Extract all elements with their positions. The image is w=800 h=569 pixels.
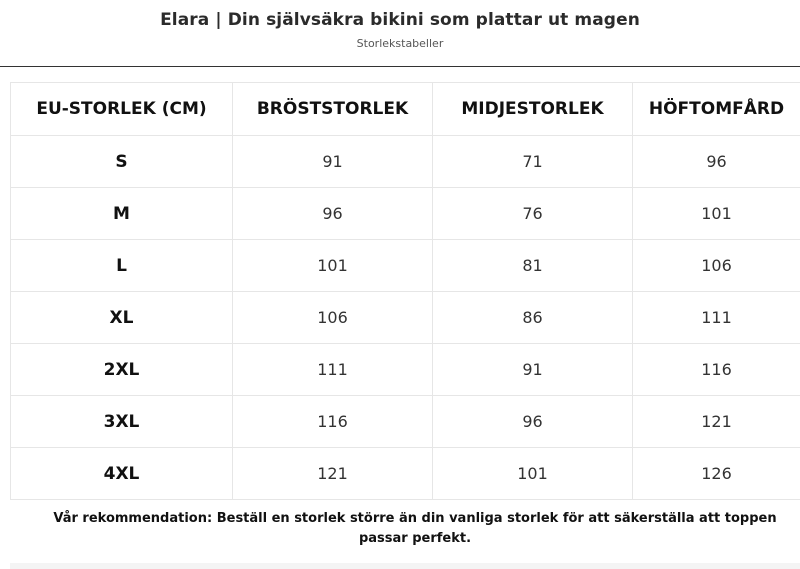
size-recommendation: Vår rekommendation: Beställ en storlek s… — [53, 511, 777, 546]
waist-cell: 96 — [432, 395, 633, 448]
bust-cell: 116 — [232, 395, 433, 448]
hip-cell: 101 — [632, 187, 800, 240]
hip-cell: 106 — [632, 239, 800, 292]
table-row: 4XL 121 101 126 — [10, 447, 800, 500]
waist-cell: 76 — [432, 187, 633, 240]
size-cell: S — [10, 135, 233, 188]
size-charts-subtitle: Storlekstabeller — [356, 37, 444, 50]
waist-cell: 81 — [432, 239, 633, 292]
table-row: XL 106 86 111 — [10, 291, 800, 344]
table-row: L 101 81 106 — [10, 239, 800, 292]
column-header-eu-size: EU-STORLEK (CM) — [10, 82, 233, 136]
bottom-divider — [10, 563, 800, 569]
hip-cell: 121 — [632, 395, 800, 448]
size-cell: 2XL — [10, 343, 233, 396]
size-cell: XL — [10, 291, 233, 344]
size-cell: 4XL — [10, 447, 233, 500]
table-row: S 91 71 96 — [10, 135, 800, 188]
column-header-bust: BRÖSTSTORLEK — [232, 82, 433, 136]
size-table: EU-STORLEK (CM) BRÖSTSTORLEK MIDJESTORLE… — [10, 82, 800, 500]
bust-cell: 111 — [232, 343, 433, 396]
column-header-waist: MIDJESTORLEK — [432, 82, 633, 136]
bust-cell: 91 — [232, 135, 433, 188]
hip-cell: 116 — [632, 343, 800, 396]
waist-cell: 86 — [432, 291, 633, 344]
table-row: 3XL 116 96 121 — [10, 395, 800, 448]
page-header: Elara | Din självsäkra bikini som platta… — [0, 0, 800, 67]
size-cell: 3XL — [10, 395, 233, 448]
bust-cell: 96 — [232, 187, 433, 240]
bust-cell: 106 — [232, 291, 433, 344]
size-cell: L — [10, 239, 233, 292]
size-cell: M — [10, 187, 233, 240]
waist-cell: 71 — [432, 135, 633, 188]
hip-cell: 111 — [632, 291, 800, 344]
bust-cell: 101 — [232, 239, 433, 292]
table-row: 2XL 111 91 116 — [10, 343, 800, 396]
bust-cell: 121 — [232, 447, 433, 500]
waist-cell: 91 — [432, 343, 633, 396]
hip-cell: 126 — [632, 447, 800, 500]
column-header-hip: HÖFTOMFÅRD — [632, 82, 800, 136]
table-row: M 96 76 101 — [10, 187, 800, 240]
product-title: Elara | Din självsäkra bikini som platta… — [160, 10, 640, 30]
table-header-row: EU-STORLEK (CM) BRÖSTSTORLEK MIDJESTORLE… — [10, 82, 800, 136]
hip-cell: 96 — [632, 135, 800, 188]
waist-cell: 101 — [432, 447, 633, 500]
